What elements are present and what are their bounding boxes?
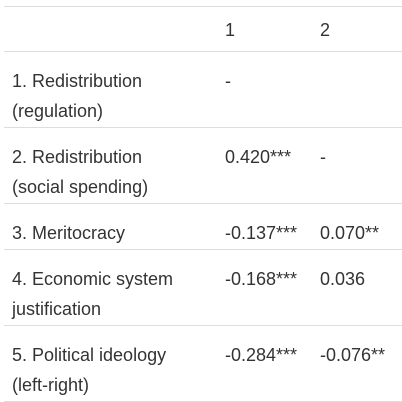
table-header-row: 1 2 <box>4 6 402 51</box>
row-label: 5. Political ideology (left-right) <box>12 340 217 400</box>
cell-col2: 0.070** <box>320 223 380 243</box>
cell-col1: 0.420*** <box>225 147 292 167</box>
row-label-line: (social spending) <box>12 177 149 197</box>
row-label-line: 2. Redistribution <box>12 147 143 167</box>
column-header-2: 2 <box>320 20 331 40</box>
table-row: 2. Redistribution (social spending) 0.42… <box>4 127 402 203</box>
cell-col1: - <box>225 71 231 91</box>
cell-col1: -0.168*** <box>225 269 298 289</box>
row-label-line: 3. Meritocracy <box>12 223 126 243</box>
row-label: 2. Redistribution (social spending) <box>12 142 217 202</box>
table-row: 4. Economic system justification -0.168*… <box>4 249 402 325</box>
row-label-line: 1. Redistribution <box>12 71 143 91</box>
cell-col2: -0.076** <box>320 345 386 365</box>
table-row: 1. Redistribution (regulation) - <box>4 51 402 127</box>
column-header-1: 1 <box>225 20 236 40</box>
row-label: 1. Redistribution (regulation) <box>12 66 217 126</box>
cell-col2: - <box>320 147 326 167</box>
row-label-line: (regulation) <box>12 101 104 121</box>
row-label-line: 4. Economic system <box>12 269 174 289</box>
cell-col1: -0.284*** <box>225 345 298 365</box>
cell-col1: -0.137*** <box>225 223 298 243</box>
row-label-line: justification <box>12 299 102 319</box>
cell-col2: 0.036 <box>320 269 366 289</box>
row-label: 3. Meritocracy <box>12 218 217 248</box>
row-label: 4. Economic system justification <box>12 264 217 324</box>
correlation-table: 1 2 1. Redistribution (regulation) - 2. … <box>4 6 402 402</box>
table-row: 5. Political ideology (left-right) -0.28… <box>4 325 402 402</box>
row-label-line: (left-right) <box>12 375 90 395</box>
row-label-line: 5. Political ideology <box>12 345 167 365</box>
table-row: 3. Meritocracy -0.137*** 0.070** <box>4 203 402 249</box>
